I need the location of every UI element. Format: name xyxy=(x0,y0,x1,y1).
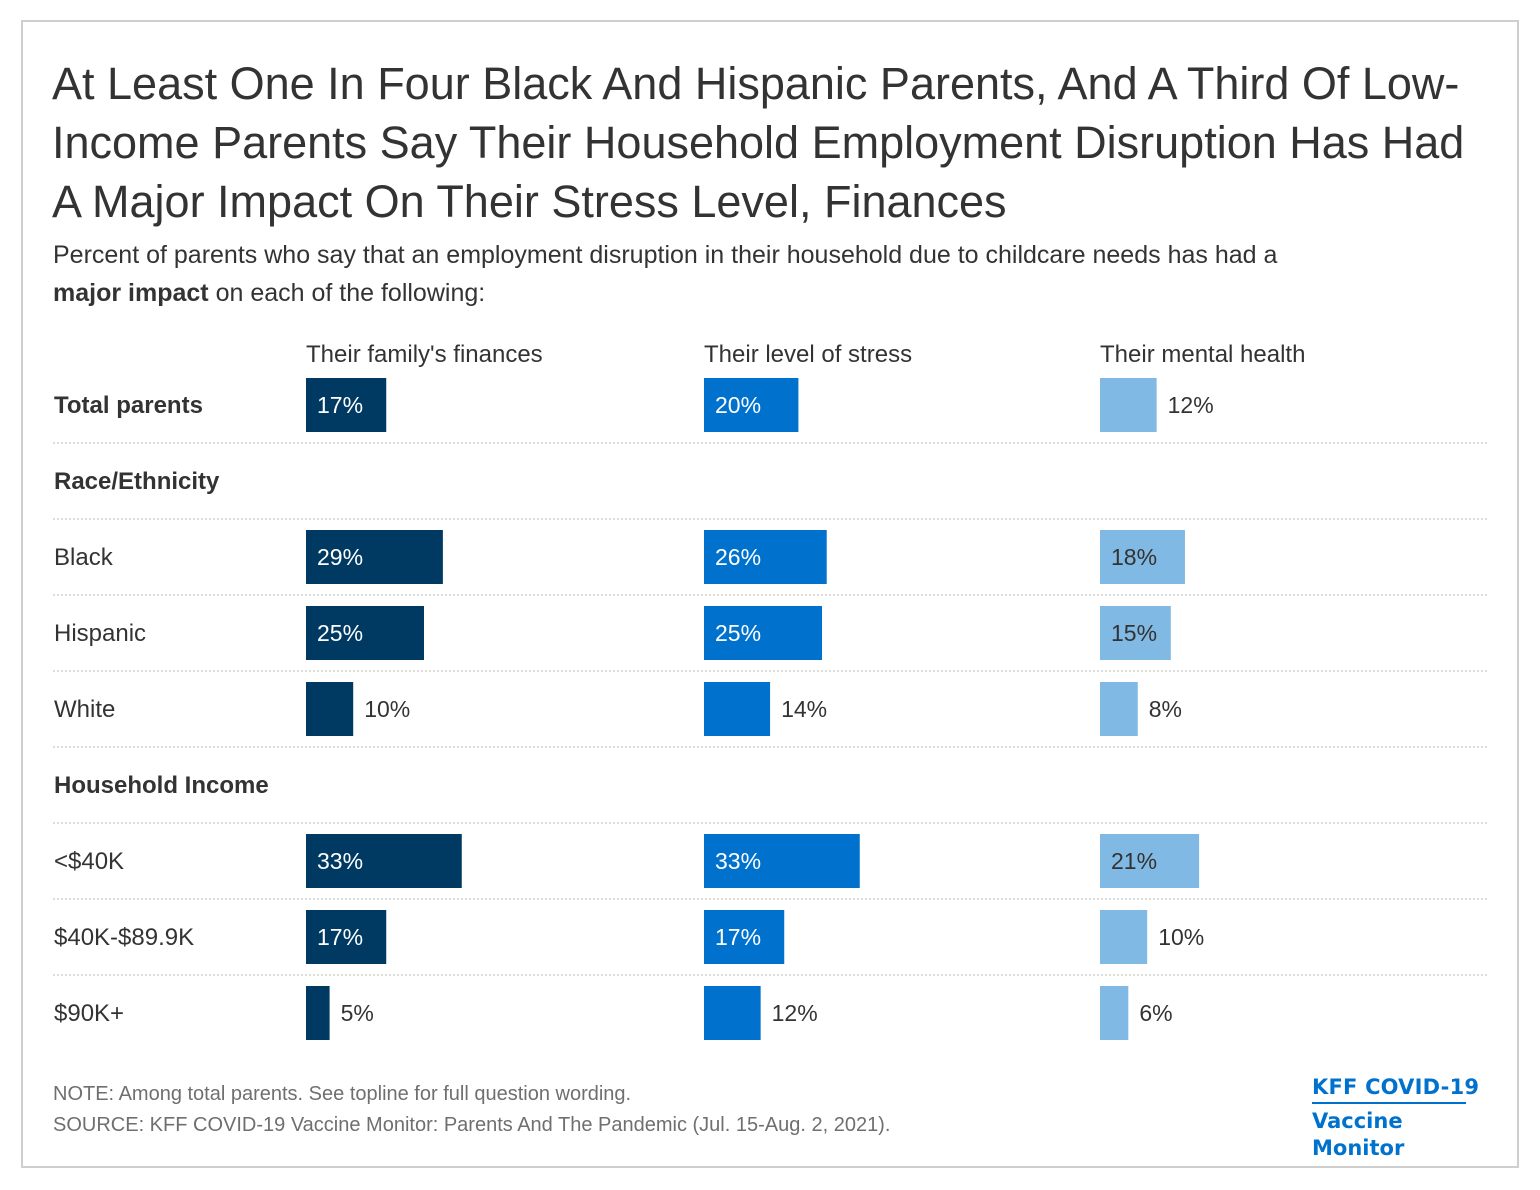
series-header-0: Their family's finances xyxy=(306,341,543,368)
data-label: 10% xyxy=(1158,924,1204,950)
bar xyxy=(306,910,387,964)
bar xyxy=(704,834,860,888)
bar xyxy=(704,530,827,584)
logo-line-2: Vaccine Monitor xyxy=(1312,1109,1405,1160)
chart-frame xyxy=(21,20,1519,1168)
bar xyxy=(1100,910,1148,964)
row-label: Black xyxy=(54,544,114,571)
row-label: $90K+ xyxy=(54,1000,124,1027)
bar xyxy=(704,682,771,736)
bar xyxy=(306,606,424,660)
row-label: <$40K xyxy=(54,848,124,875)
data-label: 6% xyxy=(1139,1000,1172,1026)
bar xyxy=(306,834,462,888)
data-label: 25% xyxy=(317,620,363,646)
data-label: 17% xyxy=(715,924,761,950)
row-label: $40K-$89.9K xyxy=(54,924,194,951)
bar xyxy=(1100,682,1138,736)
row-label: Total parents xyxy=(54,392,203,419)
subtitle-text: Percent of parents who say that an emplo… xyxy=(53,241,1278,269)
series-header-2: Their mental health xyxy=(1100,341,1305,368)
bar xyxy=(1100,986,1129,1040)
series-header-1: Their level of stress xyxy=(704,341,912,368)
bar xyxy=(704,986,761,1040)
data-label: 10% xyxy=(364,696,410,722)
bar xyxy=(704,910,785,964)
subtitle-emphasis: major impact xyxy=(53,279,209,307)
group-header: Household Income xyxy=(54,772,269,799)
data-label: 29% xyxy=(317,544,363,570)
row-label: White xyxy=(54,696,115,723)
bar xyxy=(306,530,443,584)
chart-title: At Least One In Four Black And Hispanic … xyxy=(52,58,1465,227)
data-label: 18% xyxy=(1111,544,1157,570)
data-label: 8% xyxy=(1149,696,1182,722)
row-label: Hispanic xyxy=(54,620,146,647)
data-label: 12% xyxy=(772,1000,818,1026)
bar xyxy=(1100,834,1200,888)
bar xyxy=(1100,530,1185,584)
subtitle-text-end: on each of the following: xyxy=(215,279,486,307)
data-label: 25% xyxy=(715,620,761,646)
data-label: 17% xyxy=(317,924,363,950)
bar xyxy=(1100,606,1171,660)
footnote-source: SOURCE: KFF COVID-19 Vaccine Monitor: Pa… xyxy=(53,1114,891,1136)
data-label: 15% xyxy=(1111,620,1157,646)
group-header: Race/Ethnicity xyxy=(54,468,220,495)
data-label: 21% xyxy=(1111,848,1157,874)
bar xyxy=(306,986,330,1040)
bar xyxy=(1100,378,1157,432)
logo-rule xyxy=(1312,1102,1466,1104)
bar xyxy=(704,606,822,660)
data-label: 26% xyxy=(715,544,761,570)
data-label: 20% xyxy=(715,392,761,418)
data-label: 5% xyxy=(341,1000,374,1026)
bar xyxy=(704,378,799,432)
data-label: 14% xyxy=(781,696,827,722)
data-label: 33% xyxy=(317,848,363,874)
chart-subtitle: Percent of parents who say that an emplo… xyxy=(53,236,1493,312)
data-label: 33% xyxy=(715,848,761,874)
data-label: 12% xyxy=(1168,392,1214,418)
data-label: 17% xyxy=(317,392,363,418)
kff-logo: KFF COVID-19 Vaccine Monitor xyxy=(1312,1074,1488,1162)
bar xyxy=(306,378,387,432)
bar xyxy=(306,682,354,736)
footnote-note: NOTE: Among total parents. See topline f… xyxy=(53,1083,632,1105)
logo-line-1: KFF COVID-19 xyxy=(1312,1075,1480,1099)
